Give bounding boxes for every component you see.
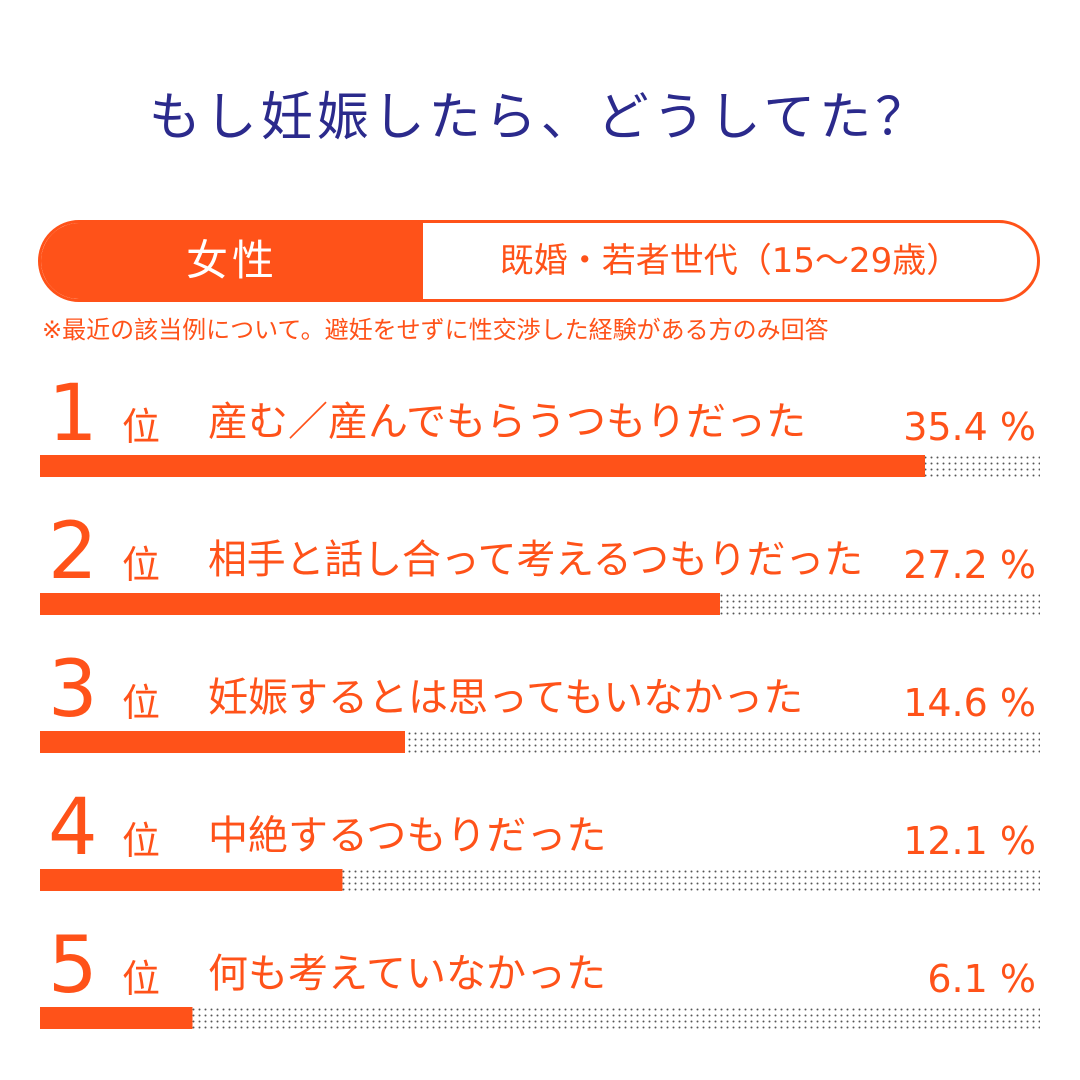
rank-suffix: 位	[122, 405, 160, 449]
gender-label: 女性	[41, 223, 423, 299]
category-label: 妊娠するとは思ってもいなかった	[208, 675, 803, 721]
category-label: 何も考えていなかった	[208, 951, 606, 997]
bar-track	[40, 1007, 1040, 1029]
rank-number: 3	[48, 645, 98, 735]
value-label: 6.1 %	[927, 957, 1036, 1001]
category-label: 産む／産んでもらうつもりだった	[208, 399, 806, 445]
age-group-label: 既婚・若者世代（15〜29歳）	[499, 241, 961, 281]
value-label: 35.4 %	[903, 405, 1036, 449]
category-label: 相手と話し合って考えるつもりだった	[208, 537, 863, 583]
rank-suffix: 位	[122, 681, 160, 725]
ranking-chart: 1 位産む／産んでもらうつもりだった 35.4 %2 位相手と話し合って考えるつもりだ…	[40, 369, 1040, 1029]
bar-3	[40, 731, 405, 753]
bar-1	[40, 455, 925, 477]
value-label: 14.6 %	[903, 681, 1036, 725]
value-label: 12.1 %	[903, 819, 1036, 863]
bar-5	[40, 1007, 193, 1029]
value-label: 27.2 %	[903, 543, 1036, 587]
rank-number: 5	[48, 921, 98, 1011]
rank-number: 2	[48, 507, 98, 597]
rank-suffix: 位	[122, 957, 160, 1001]
segment-badge: 女性 既婚・若者世代（15〜29歳）	[38, 220, 1040, 302]
footnote: ※最近の該当例について。避妊をせずに性交渉した経験がある方のみ回答	[42, 316, 829, 344]
bar-4	[40, 869, 343, 891]
category-label: 中絶するつもりだった	[208, 813, 606, 859]
rank-suffix: 位	[122, 819, 160, 863]
rank-number: 4	[48, 783, 98, 873]
page-title: もし妊娠したら、どうしてた？	[148, 88, 932, 148]
rank-suffix: 位	[122, 543, 160, 587]
bar-2	[40, 593, 720, 615]
rank-number: 1	[48, 369, 98, 459]
